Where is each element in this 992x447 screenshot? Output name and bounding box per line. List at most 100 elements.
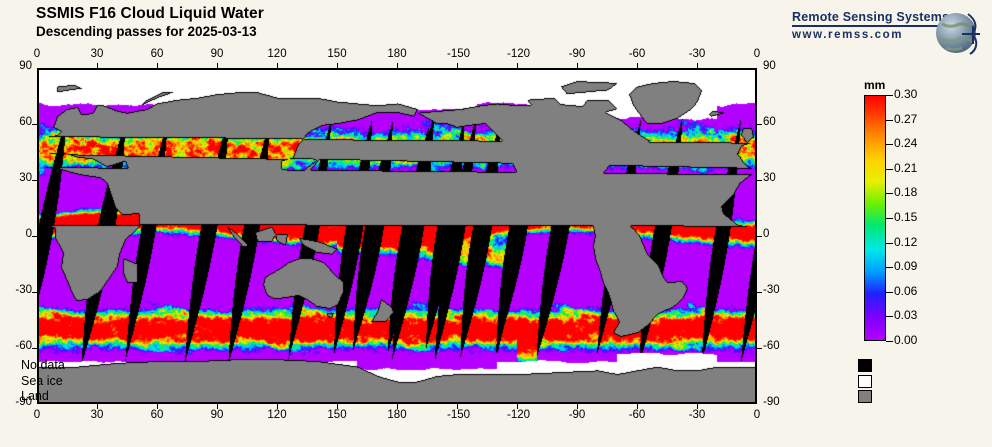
x-axis-label-top: 90 [210,48,224,60]
legend-swatch [858,374,872,388]
x-axis-label-bottom: 180 [387,409,407,421]
colorbar-tick-label: 0.24 [894,136,918,151]
legend-swatch [858,390,872,403]
x-axis-tick-bottom [457,404,458,409]
colorbar-tick [886,144,893,146]
remss-logo[interactable]: Remote Sensing Systems www.remss.com [792,8,982,58]
y-axis-tick-right [757,124,762,125]
x-axis-label-bottom: 0 [753,409,761,421]
globe-icon [936,13,980,55]
x-axis-tick-top [97,63,98,68]
y-axis-label-left: -30 [15,284,32,296]
y-axis-label-left: 60 [19,116,32,128]
y-axis-label-right: -30 [763,284,780,296]
x-axis-tick-top [157,63,158,68]
legend-swatch [858,359,872,372]
logo-text: Remote Sensing Systems www.remss.com [792,10,950,41]
y-axis-label-left: 0 [25,228,32,240]
colorbar-tick-label: 0.06 [894,283,918,298]
x-axis-label-top: 30 [90,48,104,60]
y-axis-label-right: 30 [763,172,776,184]
y-axis-label-right: 60 [763,116,776,128]
y-axis-tick-left [32,124,37,125]
x-axis-tick-bottom [397,404,398,409]
x-axis-label-bottom: 120 [267,409,287,421]
x-axis-label-top: 60 [150,48,164,60]
y-axis-tick-right [757,348,762,349]
map-plot-area[interactable] [37,68,757,404]
x-axis-label-top: 0 [33,48,41,60]
y-axis-label-left: -90 [15,396,32,408]
x-axis-tick-bottom [337,404,338,409]
x-axis-label-top: -120 [507,48,531,60]
x-axis-tick-top [277,63,278,68]
colorbar-tick [886,218,893,219]
y-axis-tick-left [32,236,37,237]
colorbar-tick-label: 0.00 [894,333,918,347]
title-block: SSMIS F16 Cloud Liquid Water Descending … [36,4,264,40]
logo-company-name: Remote Sensing Systems [792,10,950,24]
colorbar-unit-label: mm [864,78,886,92]
x-axis-tick-bottom [157,404,158,409]
x-axis-tick-top [577,63,578,68]
page-subtitle: Descending passes for 2025-03-13 [36,24,257,39]
y-axis-label-right: 0 [763,228,770,240]
x-axis-tick-top [517,63,518,68]
y-axis-label-right: -60 [763,340,780,352]
y-axis-label-left: 30 [19,172,32,184]
x-axis-label-top: 150 [327,48,347,60]
colorbar-tick [886,291,893,293]
x-axis-label-top: -150 [447,48,471,60]
x-axis-label-bottom: -60 [628,409,646,421]
y-axis-tick-right [757,180,762,181]
colorbar-tick [886,316,893,318]
colorbar-tick [886,168,893,170]
y-axis-tick-right [757,236,762,237]
y-axis-label-right: -90 [763,396,780,408]
x-axis-label-bottom: -150 [447,409,471,421]
x-axis-tick-bottom [217,404,218,409]
x-axis-label-bottom: -120 [507,409,531,421]
map-border [37,68,757,404]
colorbar-tick-label: 0.03 [894,308,918,323]
x-axis-label-top: 180 [387,48,407,60]
legend-label: No data [21,358,65,372]
colorbar-tick-label: 0.18 [894,185,918,200]
colorbar-tick-label: 0.21 [894,160,918,175]
colorbar-tick [886,119,893,121]
y-axis-tick-left [32,348,37,349]
x-axis-tick-top [217,63,218,68]
x-axis-tick-bottom [697,404,698,409]
y-axis-tick-left [32,180,37,181]
x-axis-tick-top [397,63,398,68]
x-axis-label-top: 120 [267,48,287,60]
legend-label: Sea ice [21,373,63,388]
colorbar-tick [886,267,893,269]
logo-divider [792,25,942,27]
colorbar-tick-label: 0.27 [894,111,918,126]
x-axis-label-bottom: 0 [33,409,41,421]
y-axis-tick-right [757,292,762,293]
x-axis-label-bottom: 30 [90,409,104,421]
colorbar-tick-label: 0.15 [894,210,918,224]
y-axis-label-right: 90 [763,60,776,72]
colorbar-tick-label: 0.09 [894,259,918,274]
y-axis-label-left: 90 [19,60,32,72]
logo-website: www.remss.com [792,29,904,41]
colorbar-tick [886,341,893,342]
x-axis-label-bottom: 90 [210,409,224,421]
page-title: SSMIS F16 Cloud Liquid Water [36,5,264,22]
x-axis-label-bottom: -30 [688,409,706,421]
colorbar-tick-label: 0.12 [894,234,918,249]
cloud-liquid-water-map[interactable] [37,68,757,404]
colorbar-tick [886,95,893,96]
x-axis-tick-top [457,63,458,68]
x-axis-label-top: 0 [753,48,761,60]
x-axis-tick-bottom [97,404,98,409]
x-axis-label-top: -30 [688,48,706,60]
x-axis-tick-bottom [577,404,578,409]
y-axis-tick-left [32,292,37,293]
x-axis-label-bottom: 60 [150,409,164,421]
colorbar-tick [886,242,893,244]
x-axis-tick-bottom [637,404,638,409]
